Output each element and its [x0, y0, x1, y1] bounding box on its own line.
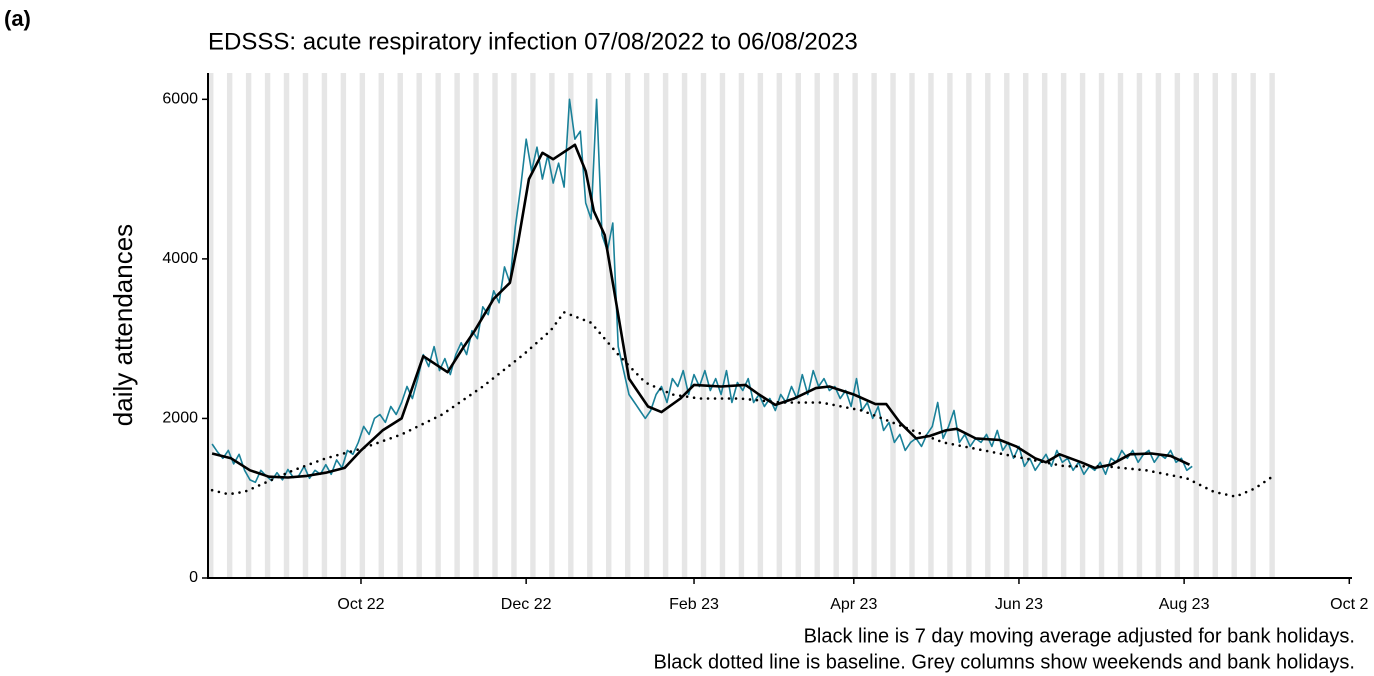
- y-tick-label: 6000: [162, 91, 198, 108]
- weekend-column: [416, 73, 422, 578]
- annotation: Black line is 7 day moving average adjus…: [804, 625, 1355, 647]
- weekend-column: [492, 73, 498, 578]
- weekend-column: [1079, 73, 1086, 578]
- weekend-column: [454, 73, 460, 578]
- weekend-column: [852, 73, 858, 578]
- x-tick-label: Feb 23: [669, 596, 719, 613]
- x-tick-label: Aug 23: [1159, 596, 1210, 613]
- weekend-column: [776, 73, 783, 578]
- weekend-column: [1023, 73, 1029, 578]
- x-tick-label: Apr 23: [830, 596, 877, 613]
- panel-label: (a): [4, 6, 31, 31]
- series-line: [211, 143, 1191, 479]
- weekend-column: [397, 73, 403, 578]
- weekend-column: [264, 73, 271, 578]
- weekend-column: [966, 73, 972, 578]
- shading-layer: [208, 73, 1275, 578]
- weekend-column: [738, 73, 745, 578]
- weekend-column: [1231, 73, 1237, 578]
- weekend-column: [1136, 73, 1143, 578]
- y-tick-label: 2000: [162, 410, 198, 427]
- weekend-column: [587, 73, 593, 578]
- weekend-column: [283, 73, 290, 578]
- weekend-column: [719, 73, 726, 578]
- weekend-column: [1269, 73, 1275, 578]
- weekend-column: [340, 73, 347, 578]
- weekend-column: [208, 73, 214, 578]
- weekend-column: [947, 73, 953, 578]
- weekend-column: [359, 73, 366, 578]
- weekend-column: [1117, 73, 1124, 578]
- weekend-column: [226, 73, 233, 578]
- weekend-column: [473, 73, 479, 578]
- weekend-column: [871, 73, 877, 578]
- weekend-column: [302, 73, 309, 578]
- weekend-column: [568, 73, 574, 578]
- x-tick-label: Dec 22: [501, 596, 552, 613]
- weekend-column: [909, 73, 915, 578]
- weekend-column: [662, 73, 669, 578]
- x-tick-label: Oct 22: [337, 596, 384, 613]
- x-tick-label: Jun 23: [995, 596, 1043, 613]
- weekend-column: [321, 73, 328, 578]
- weekend-column: [1041, 73, 1048, 578]
- weekend-column: [928, 73, 934, 578]
- weekend-column: [1250, 73, 1256, 578]
- y-tick-label: 4000: [162, 250, 198, 267]
- weekend-column: [606, 73, 612, 578]
- weekend-column: [1004, 73, 1010, 578]
- weekend-column: [511, 73, 517, 578]
- weekend-column: [795, 73, 801, 578]
- weekend-column: [378, 73, 384, 578]
- weekend-column: [549, 73, 555, 578]
- x-tick-label: Oct 2: [1330, 596, 1368, 613]
- chart-title: EDSSS: acute respiratory infection 07/08…: [208, 28, 858, 55]
- weekend-column: [1174, 73, 1181, 578]
- weekend-column: [985, 73, 991, 578]
- weekend-column: [1212, 73, 1218, 578]
- annotation: Black dotted line is baseline. Grey colu…: [653, 651, 1355, 673]
- weekend-column: [681, 73, 688, 578]
- weekend-column: [643, 73, 650, 578]
- baseline-line: [210, 311, 1275, 498]
- weekend-column: [700, 73, 707, 578]
- weekend-column: [890, 73, 896, 578]
- weekend-column: [245, 73, 252, 578]
- weekend-column: [624, 73, 631, 578]
- weekend-column: [1098, 73, 1105, 578]
- y-axis-label: daily attendances: [108, 224, 138, 426]
- y-tick-label: 0: [189, 569, 198, 586]
- weekend-column: [1155, 73, 1162, 578]
- weekend-column: [435, 73, 441, 578]
- weekend-column: [1193, 73, 1200, 578]
- weekend-column: [833, 73, 839, 578]
- weekend-column: [530, 73, 536, 578]
- weekend-column: [1060, 73, 1067, 578]
- weekend-column: [757, 73, 764, 578]
- weekend-column: [814, 73, 820, 578]
